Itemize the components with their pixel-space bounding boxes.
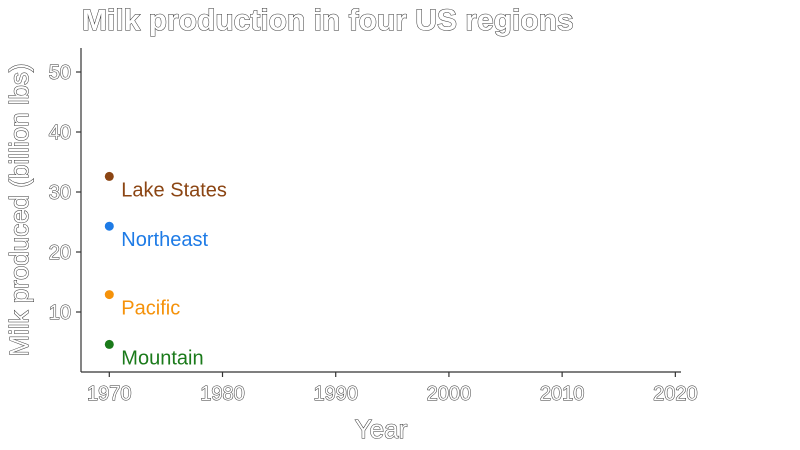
series-label: Mountain [121, 347, 203, 369]
data-point [104, 290, 114, 300]
x-tick-label: 2010 [540, 383, 585, 405]
x-ticks: 1970 1980 1990 2000 2010 2020 [87, 372, 698, 406]
y-tick-label: 20 [49, 242, 71, 264]
x-axis-title: Year [355, 414, 408, 444]
y-axis-title: Milk produced (billion lbs) [4, 63, 34, 356]
axes [80, 48, 681, 373]
series-label: Northeast [121, 229, 208, 251]
data-point [104, 221, 114, 231]
chart-title: Milk production in four US regions [82, 4, 574, 37]
series-label: Pacific [121, 298, 180, 320]
x-tick-label: 1970 [87, 383, 132, 405]
y-ticks: 10 20 30 40 50 [48, 62, 81, 325]
data-point [104, 339, 114, 349]
y-tick-label: 50 [49, 62, 71, 84]
x-tick-label: 2020 [653, 383, 698, 405]
y-tick-label: 10 [49, 302, 71, 324]
x-tick-label: 1980 [200, 383, 245, 405]
x-tick-label: 1990 [313, 383, 358, 405]
data-point [104, 171, 114, 181]
y-tick-label: 40 [49, 122, 71, 144]
y-tick-label: 30 [49, 182, 71, 204]
data-marks: Lake States Northeast Pacific Mountain [104, 171, 227, 369]
x-tick-label: 2000 [427, 383, 472, 405]
series-label: Lake States [121, 179, 227, 201]
